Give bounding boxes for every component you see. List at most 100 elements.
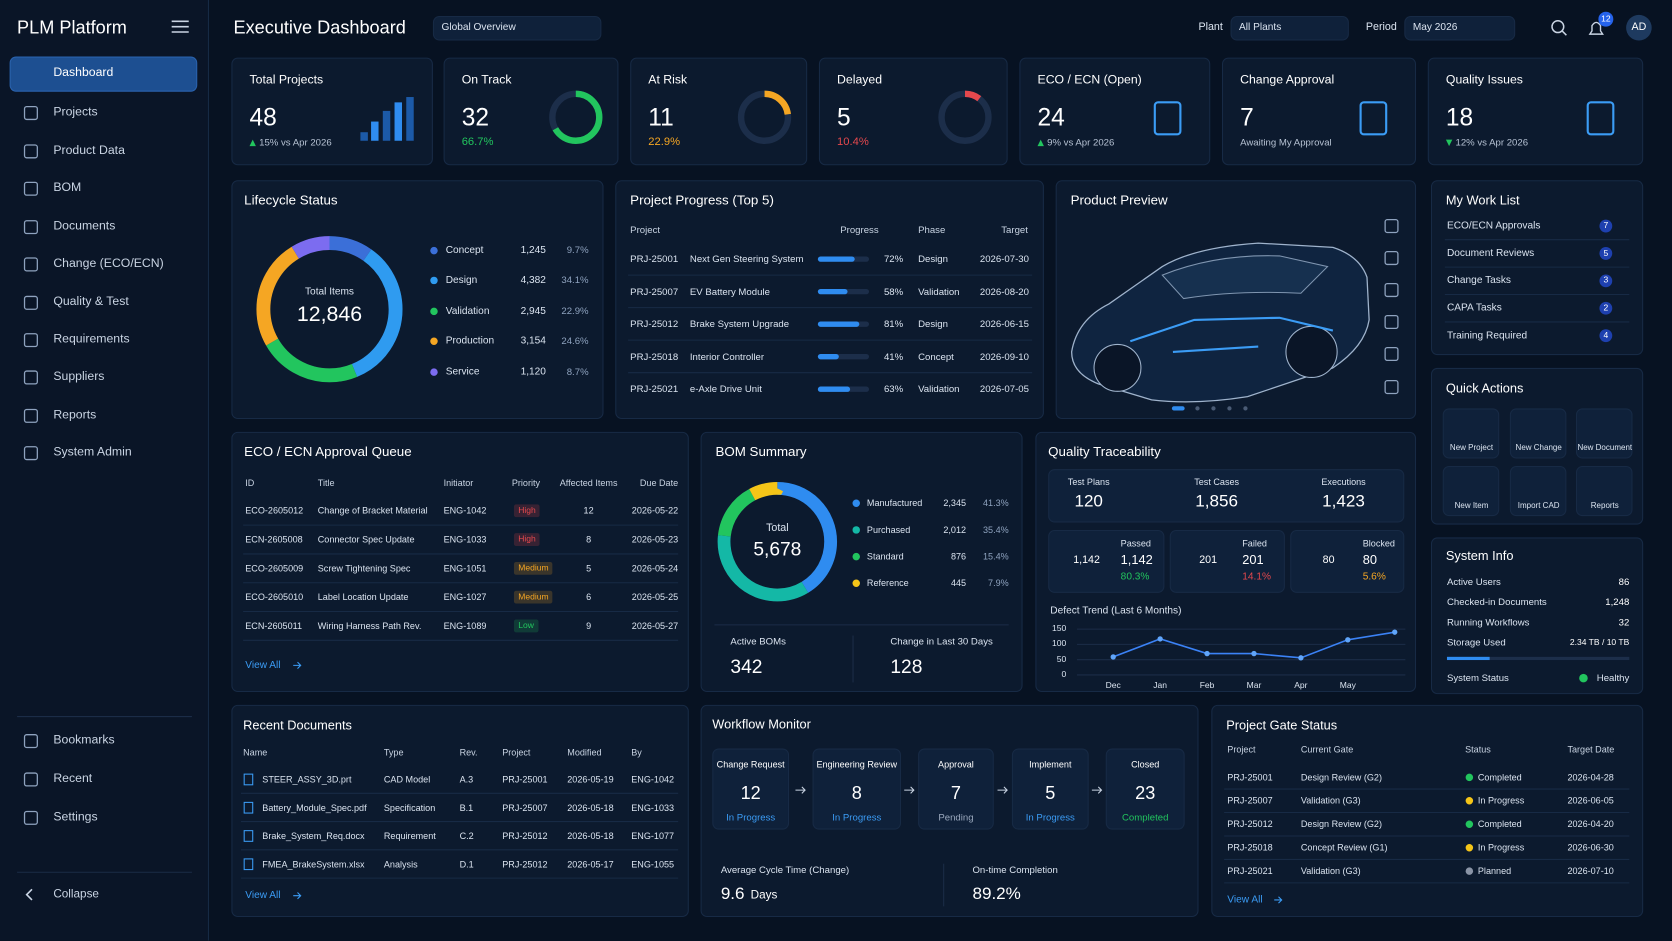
nav-item[interactable]: Projects <box>53 105 98 119</box>
nav-icon <box>23 257 38 272</box>
nav-item[interactable]: Reports <box>53 408 97 422</box>
column-header: Project <box>502 747 531 758</box>
label: 2026-06-30 <box>1567 842 1614 853</box>
column-header: Project <box>630 224 661 236</box>
legend-pct: 8.7% <box>566 366 589 377</box>
nav-item[interactable]: Settings <box>53 810 98 824</box>
label: PRJ-25007 <box>1227 795 1273 806</box>
plant-select[interactable] <box>1230 15 1349 41</box>
nav-item[interactable]: Documents <box>53 219 116 233</box>
total: 12,846 <box>296 302 363 327</box>
action-tile[interactable] <box>1575 408 1633 459</box>
nav-item[interactable]: Suppliers <box>53 370 105 384</box>
page-dot <box>1171 406 1185 411</box>
priority-pill: High <box>513 533 541 546</box>
label: Validation (G3) <box>1300 795 1361 806</box>
trend-arrow <box>249 139 256 147</box>
label: 2026-04-20 <box>1567 818 1614 830</box>
nav-item[interactable]: System Admin <box>53 445 132 459</box>
work-item[interactable]: Change Tasks <box>1446 274 1511 287</box>
action-tile[interactable] <box>1442 465 1500 517</box>
label: Average Cycle Time (Change) <box>720 864 850 875</box>
label: Executions <box>1321 476 1366 488</box>
label: 2026-05-18 <box>567 830 614 842</box>
card-title: System Info <box>1445 548 1514 564</box>
label: Brake System Upgrade <box>689 318 790 329</box>
label: C.2 <box>459 830 474 842</box>
action-label[interactable]: New Change <box>1515 442 1562 453</box>
label: 201 <box>1242 552 1264 568</box>
badge-count: 12 <box>1601 13 1611 24</box>
label: ENG-1089 <box>443 620 487 631</box>
kpi-label: ECO / ECN (Open) <box>1037 73 1142 87</box>
nav-icon <box>23 144 38 159</box>
legend-dot <box>430 368 438 376</box>
label: 72% <box>883 253 904 264</box>
nav-item[interactable]: Change (ECO/ECN) <box>53 257 164 271</box>
nav-item[interactable]: Requirements <box>53 332 130 346</box>
count: 2 <box>1603 302 1609 313</box>
label: Engineering Review <box>816 758 898 770</box>
car-frame <box>1129 316 1334 353</box>
action-label[interactable]: Reports <box>1590 500 1619 510</box>
label: Specification <box>383 802 436 813</box>
nav-item[interactable]: Product Data <box>53 144 125 158</box>
nav-item[interactable]: Dashboard <box>53 66 114 80</box>
trend-point <box>1345 637 1351 643</box>
view-select[interactable] <box>432 15 602 41</box>
label: Storage Used <box>1446 637 1506 648</box>
view-all[interactable]: View All <box>245 659 281 671</box>
nav-item[interactable]: Recent <box>53 772 93 786</box>
action-label[interactable]: New Project <box>1449 442 1494 453</box>
period-select[interactable] <box>1404 15 1516 41</box>
action-label[interactable]: New Document <box>1577 442 1633 453</box>
view-all[interactable]: View All <box>1227 893 1263 906</box>
column-header: Type <box>383 747 404 758</box>
nav-item[interactable]: BOM <box>53 181 82 195</box>
status-dot <box>1579 673 1588 683</box>
action-label[interactable]: New Item <box>1454 500 1489 510</box>
select-value: All Plants <box>1239 21 1282 34</box>
nav-item[interactable]: Bookmarks <box>53 733 115 747</box>
trend-point <box>1157 636 1163 642</box>
stage-count: 12 <box>740 783 761 804</box>
arrow <box>1274 896 1283 904</box>
label: System Status <box>1446 672 1509 683</box>
page-dot <box>1227 406 1232 411</box>
label: Blocked <box>1362 538 1395 549</box>
label: Active BOMs <box>730 636 786 647</box>
work-item[interactable]: CAPA Tasks <box>1446 302 1502 314</box>
avatar-initials: AD <box>1631 21 1647 34</box>
label: Active Users <box>1446 576 1501 587</box>
label: ECN-2605011 <box>245 620 303 631</box>
kpi-label: At Risk <box>648 73 688 87</box>
sidebar <box>0 0 209 941</box>
status-dot <box>1465 773 1474 782</box>
label: Validation <box>918 383 960 394</box>
card-title: Project Progress (Top 5) <box>630 192 774 208</box>
work-item[interactable]: Document Reviews <box>1446 247 1535 260</box>
column-header: Status <box>1465 744 1491 755</box>
label: 5 <box>586 562 592 574</box>
stat-value: 342 <box>730 655 763 678</box>
action-tile[interactable] <box>1509 465 1567 517</box>
deco-bar <box>394 102 402 141</box>
label: 1,142 <box>1073 554 1100 567</box>
count-badge <box>1599 219 1613 233</box>
action-tile[interactable] <box>1442 408 1500 459</box>
nav-active[interactable] <box>9 56 198 92</box>
work-item[interactable]: ECO/ECN Approvals <box>1446 219 1541 232</box>
kpi-sub: 9% vs Apr 2026 <box>1047 137 1115 148</box>
count: 7 <box>1603 220 1609 231</box>
action-tile[interactable] <box>1509 408 1567 459</box>
action-tile[interactable] <box>1575 465 1633 517</box>
view-all[interactable]: View All <box>245 889 281 902</box>
label: Period <box>1365 21 1397 34</box>
collapse[interactable]: Collapse <box>53 887 99 901</box>
action-label[interactable]: Import CAD <box>1517 500 1560 510</box>
card-title: Project Gate Status <box>1226 717 1338 733</box>
work-item[interactable]: Training Required <box>1446 329 1528 342</box>
kpi-percent: 66.7% <box>461 135 494 148</box>
label: PRJ-25012 <box>502 858 548 870</box>
nav-item[interactable]: Quality & Test <box>53 295 129 309</box>
